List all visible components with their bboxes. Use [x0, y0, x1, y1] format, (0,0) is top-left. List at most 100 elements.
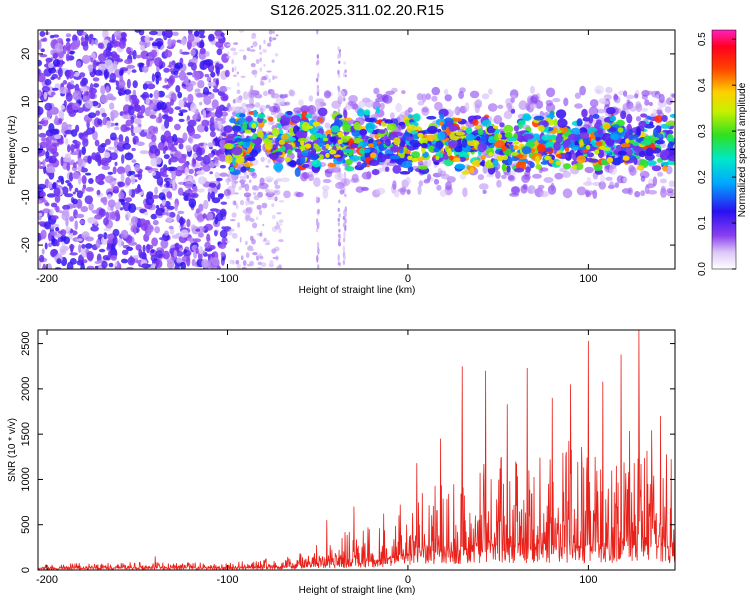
heat-cell [417, 160, 424, 166]
heat-cell [628, 129, 633, 136]
heat-cell [57, 76, 61, 80]
heat-cell [55, 227, 60, 232]
heat-cell [140, 44, 146, 51]
heat-cell [252, 132, 258, 140]
heat-cell [281, 134, 289, 140]
heat-cell [493, 115, 503, 125]
heat-cell [67, 144, 71, 153]
heat-cell [480, 136, 487, 145]
heat-cell [56, 37, 63, 43]
heat-cell [42, 37, 48, 42]
heat-cell [617, 127, 624, 133]
heat-cell [431, 86, 441, 96]
heat-cell [101, 112, 107, 118]
heat-cell [576, 186, 587, 196]
heat-cell [276, 212, 282, 215]
heat-cell [319, 154, 324, 160]
heat-cell [248, 206, 253, 213]
heat-cell [65, 38, 71, 42]
heat-cell [119, 207, 124, 211]
heat-cell [311, 148, 317, 156]
heat-cell [107, 250, 111, 259]
heat-cell [59, 245, 67, 256]
heat-cell [660, 149, 670, 157]
heat-cell [597, 128, 604, 135]
heat-cell [290, 115, 301, 124]
heat-cell [259, 44, 262, 50]
heat-cell [186, 39, 192, 50]
heat-cell [277, 223, 283, 226]
heat-cell [214, 171, 220, 179]
heat-cell [265, 165, 270, 168]
heat-cell [342, 259, 346, 266]
heat-cell [242, 54, 247, 61]
heat-cell [406, 189, 411, 195]
heat-cell [186, 72, 193, 76]
heat-cell [555, 109, 567, 119]
heat-cell [601, 100, 609, 105]
heat-cell [190, 49, 196, 57]
heat-cell [41, 86, 51, 93]
heat-cell [231, 125, 242, 132]
heat-cell [81, 244, 86, 249]
heat-cell [344, 105, 353, 111]
heat-cell [263, 90, 268, 97]
heat-cell [231, 67, 234, 73]
heat-cell [192, 158, 196, 164]
heat-cell [120, 68, 124, 75]
heat-cell [207, 81, 216, 87]
snr-x-label: Height of straight line (km) [299, 585, 416, 596]
heat-cell [194, 173, 198, 177]
heat-cell [655, 139, 665, 145]
heat-cell [192, 238, 202, 243]
heat-cell [225, 154, 233, 164]
heat-cell [338, 53, 341, 58]
heat-cell [201, 119, 210, 127]
heat-cell [155, 259, 163, 269]
heat-cell [592, 114, 600, 119]
heat-cell [469, 167, 475, 174]
heat-cell [316, 30, 319, 35]
heat-cell [478, 183, 489, 190]
heat-cell [229, 166, 235, 172]
heat-cell [38, 142, 41, 147]
heat-cell [654, 115, 663, 123]
heat-cell [199, 41, 205, 49]
heat-cell [600, 174, 605, 183]
heat-cell [606, 157, 614, 163]
heat-cell [128, 189, 132, 197]
heat-cell [44, 78, 52, 86]
heat-cell [66, 261, 74, 269]
heat-cell [174, 203, 178, 211]
heat-cell [535, 155, 540, 165]
heat-cell [554, 172, 564, 180]
heat-cell [249, 248, 255, 251]
y-tick-label: -20 [20, 237, 32, 253]
heat-cell [293, 107, 303, 114]
heat-cell [155, 74, 160, 85]
heat-cell [225, 240, 230, 243]
heat-cell [250, 63, 256, 68]
colorbar-tick-label: 0.3 [697, 124, 708, 138]
heat-cell [305, 113, 313, 119]
heat-cell [668, 180, 675, 188]
heat-cell [622, 155, 630, 161]
heat-cell [511, 186, 520, 195]
heat-cell [90, 73, 95, 78]
heat-cell [203, 142, 207, 150]
heat-cell [638, 120, 647, 128]
heat-cell [451, 117, 463, 122]
colorbar-tick-label: 0.5 [697, 32, 708, 46]
heat-cell [390, 112, 395, 120]
heat-cell [329, 136, 335, 142]
heat-cell [512, 145, 519, 151]
heat-cell [110, 255, 118, 261]
heat-cell [163, 154, 170, 160]
heat-cell [274, 196, 278, 202]
heat-cell [49, 34, 55, 39]
heat-cell [337, 207, 340, 212]
heat-cell [233, 200, 237, 206]
heat-cell [632, 141, 640, 146]
heat-cell [165, 94, 172, 99]
heat-cell [274, 75, 278, 79]
